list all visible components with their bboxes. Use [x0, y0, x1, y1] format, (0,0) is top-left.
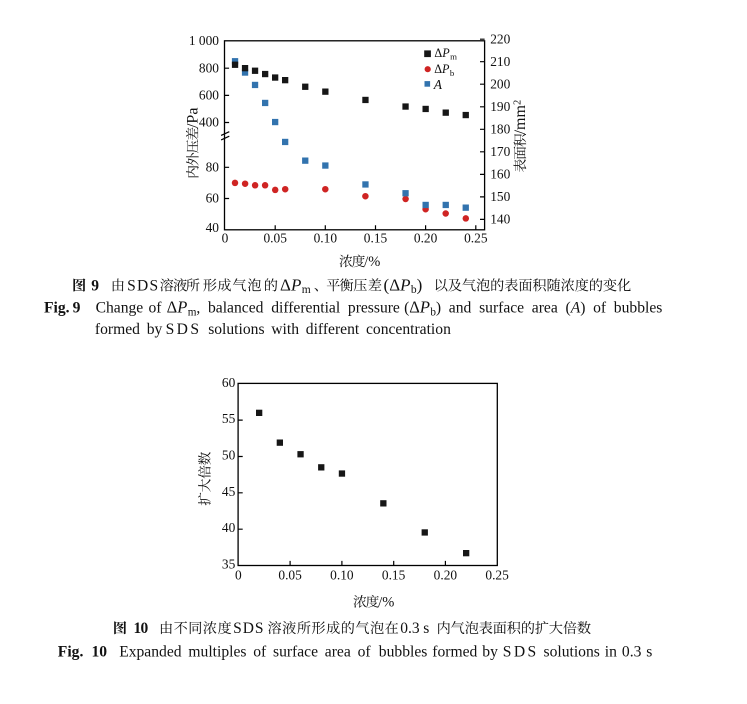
svg-text:0.15: 0.15 — [364, 231, 388, 246]
svg-text:): ) — [436, 300, 441, 317]
svg-text:180: 180 — [490, 122, 510, 137]
svg-text:surface: surface — [273, 643, 318, 660]
svg-text:1 000: 1 000 — [189, 33, 219, 48]
svg-text:10: 10 — [134, 620, 149, 637]
svg-text:bubbles: bubbles — [379, 643, 428, 660]
svg-text:Fig.: Fig. — [44, 300, 70, 317]
svg-text:in: in — [605, 643, 617, 660]
svg-text:/%: /% — [378, 595, 394, 611]
svg-text:0.20: 0.20 — [434, 568, 458, 583]
svg-text:SDS: SDS — [166, 321, 202, 338]
svg-text:balanced: balanced — [208, 300, 264, 317]
svg-text:s: s — [423, 620, 429, 637]
svg-text:60: 60 — [206, 191, 220, 206]
svg-text:pressure: pressure — [348, 300, 400, 317]
svg-text:0.15: 0.15 — [382, 568, 406, 583]
svg-text:formed: formed — [432, 643, 477, 660]
svg-text:190: 190 — [490, 99, 510, 114]
svg-text:0: 0 — [235, 568, 242, 583]
svg-text:of: of — [593, 300, 607, 317]
svg-text:(: ( — [404, 300, 409, 317]
svg-text:40: 40 — [206, 220, 220, 235]
svg-text:Change: Change — [96, 300, 144, 317]
svg-text:0.10: 0.10 — [330, 568, 354, 583]
svg-text:SDS: SDS — [503, 643, 539, 660]
svg-text:ΔPb: ΔPb — [389, 275, 417, 296]
svg-text:0.10: 0.10 — [314, 231, 338, 246]
svg-text:50: 50 — [222, 448, 236, 463]
svg-text:150: 150 — [490, 189, 510, 204]
svg-text:9: 9 — [73, 300, 81, 317]
svg-text:): ) — [417, 275, 423, 294]
svg-text:of: of — [358, 643, 372, 660]
svg-text:0.25: 0.25 — [485, 568, 509, 583]
svg-text:0.20: 0.20 — [414, 231, 438, 246]
svg-text:multiples: multiples — [188, 643, 246, 660]
svg-text:170: 170 — [490, 144, 510, 159]
svg-text:): ) — [580, 300, 585, 317]
svg-text:80: 80 — [206, 160, 220, 175]
svg-text:160: 160 — [490, 167, 510, 182]
svg-text:40: 40 — [222, 520, 236, 535]
svg-text:SDS: SDS — [127, 277, 159, 294]
svg-text:0.05: 0.05 — [263, 231, 287, 246]
svg-text:,: , — [196, 300, 200, 317]
svg-text:0.05: 0.05 — [278, 568, 302, 583]
svg-text:formed: formed — [95, 321, 140, 338]
svg-text:by: by — [482, 643, 498, 660]
svg-text:/%: /% — [364, 254, 380, 270]
svg-text:differential: differential — [271, 300, 341, 317]
svg-text:surface: surface — [479, 300, 524, 317]
svg-text:Expanded: Expanded — [119, 643, 182, 660]
svg-text:(: ( — [384, 275, 390, 294]
svg-text:different: different — [306, 321, 360, 338]
svg-text:60: 60 — [222, 375, 236, 390]
svg-text:s: s — [646, 643, 652, 660]
svg-text:9: 9 — [91, 277, 99, 294]
svg-text:400: 400 — [199, 115, 219, 130]
svg-text:55: 55 — [222, 411, 236, 426]
svg-text:with: with — [271, 321, 299, 338]
svg-text:800: 800 — [199, 60, 219, 75]
svg-text:/Pa: /Pa — [185, 108, 202, 128]
svg-text:45: 45 — [222, 484, 236, 499]
svg-text:area: area — [325, 643, 351, 660]
svg-text:solutions: solutions — [544, 643, 600, 660]
svg-text:210: 210 — [490, 54, 510, 69]
svg-text:solutions: solutions — [208, 321, 264, 338]
svg-text:0: 0 — [222, 231, 229, 246]
svg-text:of: of — [149, 300, 163, 317]
svg-text:10: 10 — [92, 643, 108, 660]
svg-text:0.3: 0.3 — [622, 643, 642, 660]
svg-text:SDS: SDS — [233, 620, 264, 637]
svg-text:Fig.: Fig. — [58, 643, 84, 660]
svg-text:by: by — [147, 321, 163, 338]
svg-text:220: 220 — [490, 31, 510, 46]
svg-text:200: 200 — [490, 77, 510, 92]
svg-text:0.3: 0.3 — [400, 620, 420, 637]
svg-text:A: A — [433, 77, 443, 92]
svg-text:concentration: concentration — [366, 321, 451, 338]
svg-text:0.25: 0.25 — [464, 231, 488, 246]
svg-text:A: A — [570, 300, 581, 317]
svg-text:area: area — [532, 300, 558, 317]
svg-text:bubbles: bubbles — [614, 300, 663, 317]
svg-text:35: 35 — [222, 557, 236, 572]
svg-text:/mm2: /mm2 — [512, 100, 529, 135]
svg-text:600: 600 — [199, 88, 219, 103]
svg-text:and: and — [449, 300, 472, 317]
svg-text:of: of — [253, 643, 267, 660]
svg-text:(: ( — [566, 300, 571, 317]
svg-text:ΔPb: ΔPb — [409, 298, 436, 319]
svg-text:140: 140 — [490, 212, 510, 227]
